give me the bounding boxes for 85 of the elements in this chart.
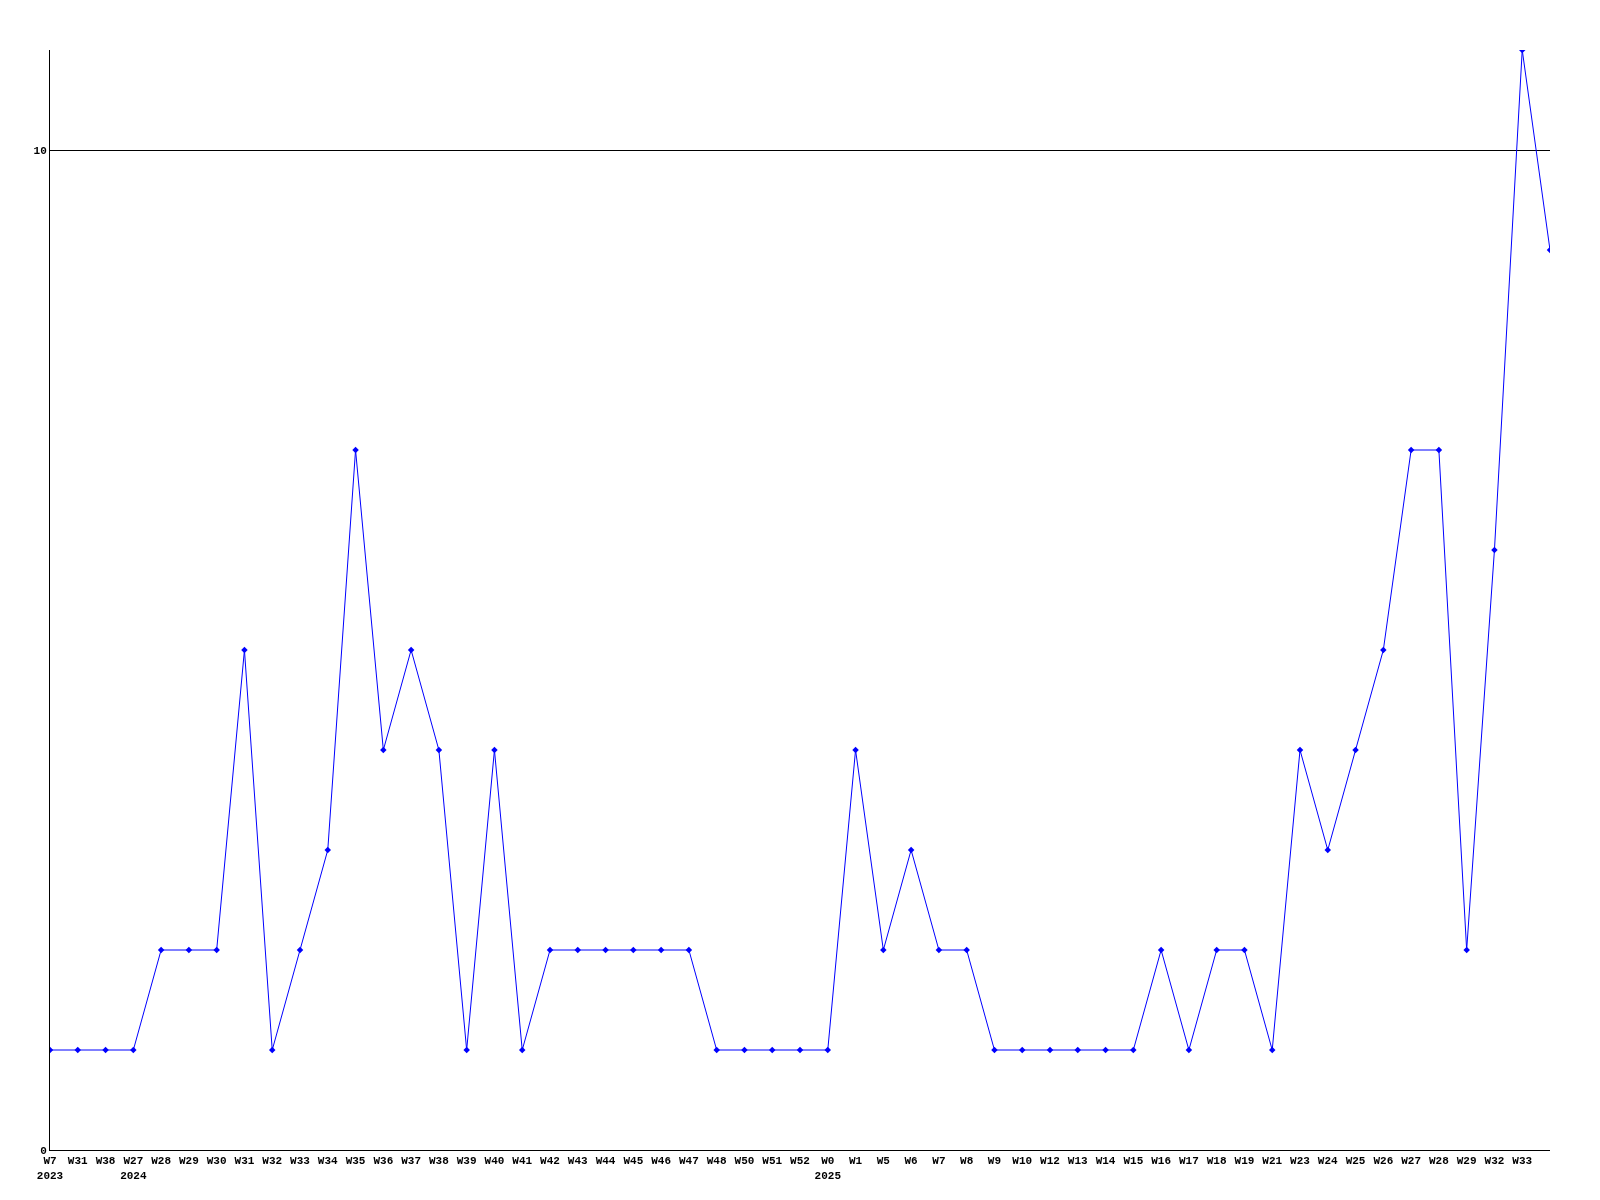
x-tick-label: W42 [540, 1155, 560, 1168]
x-tick-label: W18 [1206, 1155, 1227, 1168]
x-tick-label: W41 [512, 1155, 533, 1168]
point [1157, 946, 1165, 954]
point [435, 746, 443, 754]
point [796, 1046, 804, 1054]
point [407, 646, 415, 654]
x-tick-label: W24 [1317, 1155, 1339, 1168]
x-tick-label: W40 [484, 1155, 505, 1168]
point [1324, 846, 1332, 854]
x-tick-label: W1 [848, 1155, 863, 1168]
point [1407, 446, 1415, 454]
point [324, 846, 332, 854]
x-tick-label: W28 [151, 1155, 172, 1168]
x-tick-label: W31 [234, 1155, 255, 1168]
point [657, 946, 665, 954]
point [74, 1046, 82, 1054]
x-tick-label: W43 [567, 1155, 589, 1168]
point [1018, 1046, 1026, 1054]
x-tick-label: W23 [1290, 1155, 1311, 1168]
x-tick-label: W7 [932, 1155, 946, 1168]
x-tick-label: W26 [1373, 1155, 1394, 1168]
x-tick-label: W10 [1012, 1155, 1033, 1168]
x-tick-label: W17 [1178, 1155, 1199, 1168]
point [1435, 446, 1443, 454]
x-tick-label: W31 [67, 1155, 89, 1168]
x-tick-label: W46 [651, 1155, 672, 1168]
x-tick-label: W32 [1484, 1155, 1505, 1168]
x-tick-label: W38 [95, 1155, 116, 1168]
x-tick-label: W33 [1512, 1155, 1533, 1168]
x-tick-label: W33 [290, 1155, 311, 1168]
point [824, 1046, 832, 1054]
point [296, 946, 304, 954]
x-tick-label: W47 [678, 1155, 699, 1168]
point [935, 946, 943, 954]
point [546, 946, 554, 954]
point [574, 946, 582, 954]
x-tick-label: W39 [456, 1155, 477, 1168]
point [518, 1046, 526, 1054]
point [1185, 1046, 1193, 1054]
x-tick-label: W25 [1345, 1155, 1366, 1168]
point [268, 1046, 276, 1054]
x-tick-label: W51 [762, 1155, 783, 1168]
x-tick-label: W32 [262, 1155, 283, 1168]
x-tick-label: W50 [734, 1155, 755, 1168]
x-tick-label: W48 [706, 1155, 727, 1168]
x-tick-label: W0 2025 [814, 1155, 842, 1182]
line-series [50, 50, 1550, 1054]
x-tick-label: W29 [1456, 1155, 1477, 1168]
x-tick-label: W8 [960, 1155, 974, 1168]
point [1074, 1046, 1082, 1054]
x-tick-label: W9 [987, 1155, 1002, 1168]
x-tick-label: W21 [1262, 1155, 1283, 1168]
x-tick-label: W29 [178, 1155, 199, 1168]
x-tick-label: W37 [401, 1155, 422, 1168]
y-tick-label: 0 [40, 1144, 47, 1157]
x-tick-label: W38 [428, 1155, 450, 1168]
x-tick-label: W7 2023 [36, 1155, 64, 1182]
x-tick-label: W35 [345, 1155, 366, 1168]
x-tick-label: W13 [1067, 1155, 1089, 1168]
point [907, 846, 915, 854]
x-tick-label: W6 [904, 1155, 918, 1168]
point [768, 1046, 776, 1054]
x-tick-label: W27 [1401, 1155, 1422, 1168]
point [1268, 1046, 1276, 1054]
point [1046, 1046, 1054, 1054]
x-tick-label: W45 [623, 1155, 644, 1168]
point [685, 946, 693, 954]
point [157, 946, 165, 954]
y-tick-label: 10 [33, 144, 47, 157]
x-tick-label: W36 [373, 1155, 394, 1168]
x-tick-label: W5 [876, 1155, 891, 1168]
x-tick-label: W28 [1428, 1155, 1450, 1168]
x-tick-label: W19 [1234, 1155, 1255, 1168]
x-tick-label: W34 [317, 1155, 339, 1168]
x-tick-label: W44 [595, 1155, 616, 1168]
x-tick-label: W15 [1123, 1155, 1144, 1168]
x-tick-label: W14 [1095, 1155, 1116, 1168]
x-tick-label: W52 [790, 1155, 810, 1168]
point [185, 946, 193, 954]
x-tick-label: W16 [1151, 1155, 1172, 1168]
x-tick-label: W27 2024 [120, 1155, 147, 1182]
point [1296, 746, 1304, 754]
x-tick-label: W12 [1040, 1155, 1060, 1168]
x-tick-label: W30 [206, 1155, 227, 1168]
